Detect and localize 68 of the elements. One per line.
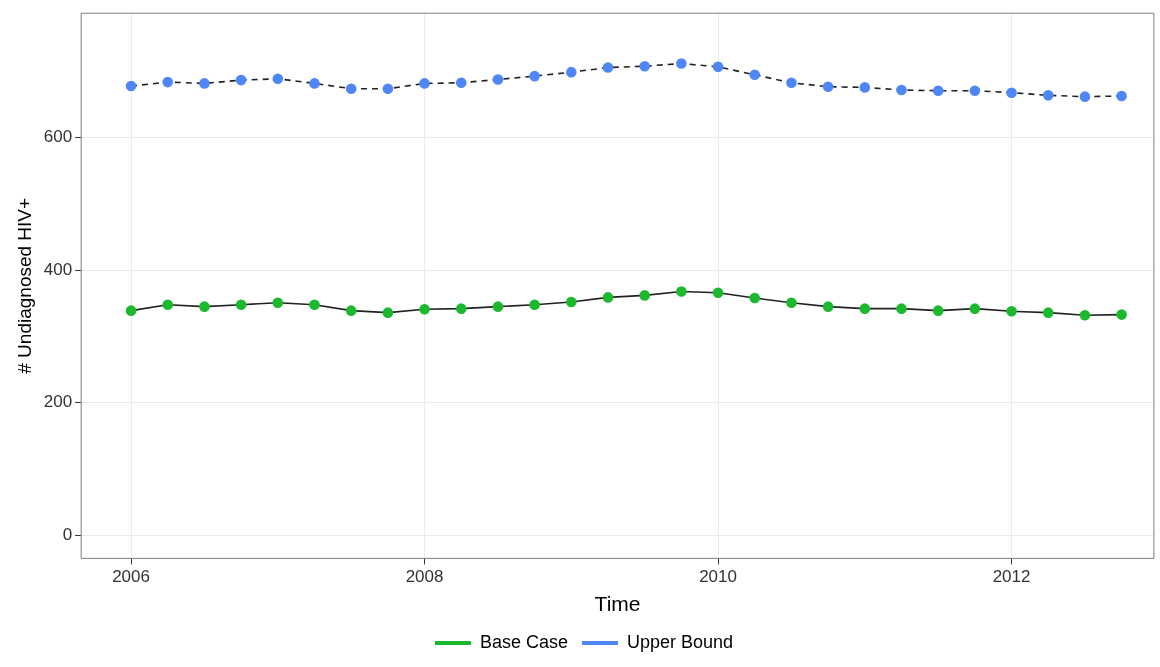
point — [125, 305, 137, 316]
point — [859, 303, 871, 314]
point — [162, 76, 174, 88]
y-tick-label: 0 — [62, 524, 73, 544]
point — [969, 85, 981, 97]
point — [382, 83, 394, 95]
point — [235, 299, 247, 310]
point — [896, 84, 907, 96]
point — [676, 58, 687, 69]
point — [162, 299, 174, 310]
point — [639, 60, 650, 72]
x-tick-label: 2006 — [112, 567, 150, 587]
point — [419, 304, 430, 315]
x-axis-title: Time — [594, 592, 641, 616]
point — [602, 62, 614, 73]
x-tick-label: 2010 — [699, 567, 737, 587]
point — [566, 66, 577, 78]
point — [712, 61, 724, 73]
point — [932, 305, 944, 316]
point — [529, 299, 540, 310]
point — [235, 74, 247, 86]
y-tick-label: 200 — [43, 392, 73, 412]
point — [566, 296, 577, 308]
point — [786, 77, 797, 89]
point — [455, 77, 467, 89]
legend-label: Upper Bound — [626, 631, 734, 652]
point — [1042, 307, 1054, 318]
point — [896, 303, 907, 314]
point — [199, 301, 210, 312]
point — [749, 69, 761, 81]
point — [419, 78, 430, 89]
point — [345, 83, 357, 95]
point — [749, 292, 761, 304]
point — [1079, 309, 1091, 321]
point — [529, 70, 540, 82]
point — [382, 307, 394, 318]
point — [1006, 306, 1017, 317]
point — [822, 301, 834, 312]
point — [272, 297, 284, 308]
point — [455, 303, 467, 314]
point — [345, 305, 357, 316]
point — [272, 73, 284, 85]
x-tick-label: 2012 — [992, 567, 1031, 587]
x-tick-label: 2008 — [405, 567, 444, 587]
point — [492, 301, 504, 312]
point — [602, 292, 614, 303]
y-tick-label: 400 — [43, 259, 73, 279]
point — [1116, 309, 1127, 320]
point — [1116, 90, 1127, 102]
point — [859, 82, 871, 93]
point — [309, 299, 320, 310]
point — [309, 78, 320, 89]
point — [712, 287, 724, 299]
point — [125, 80, 137, 92]
point — [1006, 87, 1017, 98]
legend-label: Base Case — [479, 631, 568, 652]
point — [199, 78, 210, 89]
point — [786, 297, 797, 308]
point — [639, 290, 650, 301]
point — [822, 81, 834, 93]
point — [969, 303, 981, 314]
point — [492, 74, 504, 85]
y-axis-title: # Undiagnosed HIV+ — [13, 197, 35, 374]
point — [932, 85, 944, 97]
point — [1079, 91, 1091, 102]
point — [1042, 90, 1054, 101]
y-tick-label: 600 — [43, 127, 73, 147]
point — [676, 286, 687, 297]
